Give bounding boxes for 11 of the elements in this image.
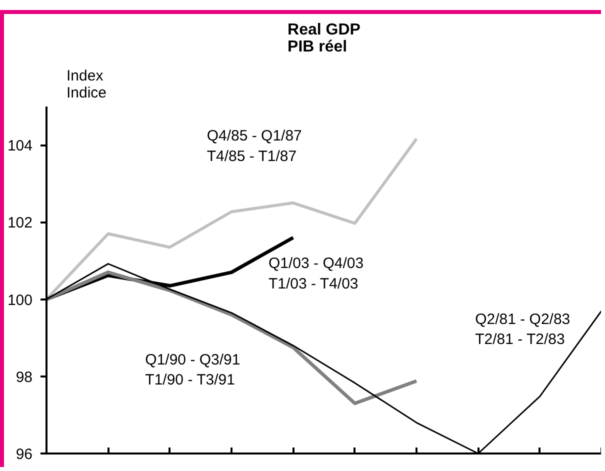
- y-axis-title: Index Indice: [66, 68, 107, 102]
- y-tick-label: 98: [16, 368, 33, 386]
- y-tick-label: 104: [7, 138, 33, 155]
- series-label: Q1/90 - Q3/91 T1/90 - T3/91: [145, 351, 240, 389]
- y-tick-label: 102: [7, 214, 33, 232]
- y-tick-label: 96: [16, 446, 33, 463]
- series-label: Q2/81 - Q2/83 T2/81 - T2/83: [475, 310, 570, 348]
- series-label: Q1/03 - Q4/03 T1/03 - T4/03: [268, 254, 364, 292]
- y-tick-label: 100: [7, 292, 33, 309]
- text: Q4/85 - Q1/87 T4/85 - T1/87: [206, 128, 302, 166]
- chart-title: Real GDP PIB réel: [288, 22, 361, 56]
